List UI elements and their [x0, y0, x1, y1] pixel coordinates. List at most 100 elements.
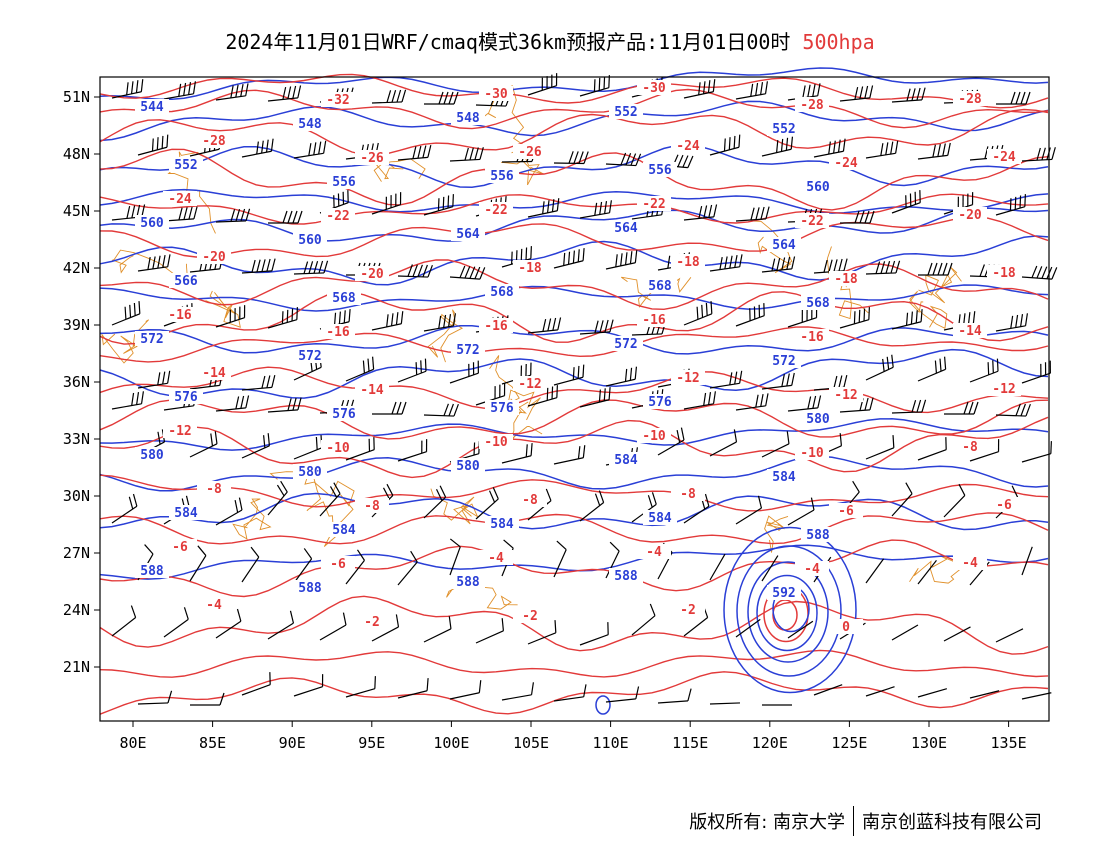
wind-barb — [1021, 265, 1058, 280]
wind-barb — [605, 250, 638, 270]
border-line — [205, 290, 241, 328]
y-tick-label: 27N — [63, 544, 90, 562]
x-tick-label: 90E — [279, 734, 306, 752]
height-label: 568 — [332, 291, 356, 306]
temperature-label-bg — [795, 445, 829, 460]
height-label: 556 — [648, 163, 672, 178]
temperature-label-bg — [671, 602, 705, 617]
temperature-label-bg — [795, 97, 829, 112]
y-tick-label: 42N — [63, 259, 90, 277]
height-label: 568 — [490, 285, 514, 300]
temperature-labels: -32 -30 -30 -28 -28 -28 -26 -26 -24 -24 -24 -24 -22 -… — [163, 80, 1021, 635]
wind-barb — [345, 437, 375, 461]
wind-barb — [839, 307, 870, 329]
height-label-bg — [169, 273, 203, 288]
height-label-bg — [327, 522, 361, 537]
wind-barb — [475, 487, 499, 520]
wind-barb — [709, 134, 741, 156]
temperature-label: -32 — [326, 93, 349, 108]
height-label-bg — [451, 574, 485, 589]
wind-barb — [891, 87, 926, 103]
temperature-label: -4 — [206, 598, 222, 613]
temperature-label: -2 — [364, 615, 380, 630]
height-label-bg — [609, 568, 643, 583]
height-label-bg — [609, 220, 643, 235]
temperature-contour-line — [99, 399, 1049, 440]
wind-barb — [735, 495, 763, 525]
wind-barb — [683, 301, 713, 326]
wind-barb — [527, 73, 558, 96]
wind-barb — [267, 307, 298, 329]
wind-barb — [579, 319, 614, 335]
temperature-label-bg — [671, 138, 705, 153]
temperature-label: -30 — [484, 87, 508, 102]
temperature-label: -10 — [326, 441, 350, 456]
x-tick-label: 110E — [593, 734, 629, 752]
border-line — [909, 555, 968, 584]
wind-barb — [787, 305, 818, 328]
temperature-label-bg — [163, 539, 197, 554]
wind-barb — [137, 690, 173, 705]
y-axis: 51N 48N 45N 42N 39N 36N 33N 30N 27N 24N 21N — [63, 88, 100, 676]
temperature-contour-line — [99, 326, 1049, 363]
wind-barb — [553, 684, 587, 702]
temperature-label-bg — [953, 323, 987, 338]
wind-barb — [891, 624, 919, 641]
wind-barb — [865, 435, 895, 460]
temperature-label-bg — [355, 266, 389, 281]
wind-barb — [449, 265, 486, 280]
height-label-bg — [135, 331, 169, 346]
wind-barb — [813, 684, 843, 696]
wind-barb — [969, 690, 1000, 699]
wind-barb — [215, 395, 250, 412]
wind-barb — [683, 391, 716, 410]
temperature-label-bg — [953, 207, 987, 222]
temperature-label: -16 — [642, 313, 666, 328]
x-tick-label: 85E — [199, 734, 226, 752]
wind-barb — [241, 138, 274, 158]
height-label: 584 — [332, 523, 356, 538]
wind-barb — [190, 692, 225, 706]
height-label: 584 — [772, 470, 796, 485]
height-label: 576 — [490, 401, 514, 416]
wind-barb — [215, 608, 242, 639]
wind-barb — [215, 83, 249, 101]
wind-barb — [553, 151, 589, 165]
height-label: 552 — [174, 158, 197, 173]
temperature-label-bg — [953, 555, 987, 570]
wind-barb — [163, 607, 189, 638]
height-label-bg — [169, 389, 203, 404]
temperature-label-bg — [197, 597, 231, 612]
temperature-label: -4 — [646, 545, 662, 560]
temperature-label-bg — [321, 440, 355, 455]
height-label-bg — [643, 162, 677, 177]
x-tick-label: 105E — [513, 734, 549, 752]
wind-barb — [917, 437, 947, 461]
height-label: 560 — [140, 216, 164, 231]
temperature-label: -12 — [168, 424, 191, 439]
height-label: 588 — [298, 581, 322, 596]
temperature-label: -16 — [326, 325, 350, 340]
temperature-contour-line — [99, 671, 1049, 715]
height-label-bg — [485, 400, 519, 415]
temperature-label-bg — [953, 91, 987, 106]
x-tick-label: 135E — [991, 734, 1027, 752]
height-contour-line — [99, 100, 1049, 142]
height-label-bg — [767, 121, 801, 136]
wind-barb — [397, 144, 432, 161]
temperature-label: -12 — [834, 388, 857, 403]
temperature-label: -26 — [518, 145, 542, 160]
temperature-label: -6 — [996, 498, 1012, 513]
temperature-label: -14 — [202, 366, 226, 381]
temperature-label: -8 — [962, 440, 978, 455]
temperature-label: -24 — [992, 150, 1016, 165]
temperature-label-bg — [321, 208, 355, 223]
temperature-label: -22 — [642, 197, 665, 212]
temperature-label: -14 — [958, 324, 982, 339]
map-frame — [99, 76, 1050, 722]
height-label-bg — [293, 348, 327, 363]
temperature-contour-line — [99, 512, 1049, 545]
wind-barb — [397, 550, 418, 586]
temperature-label: -16 — [484, 319, 508, 334]
height-label-bg — [451, 110, 485, 125]
